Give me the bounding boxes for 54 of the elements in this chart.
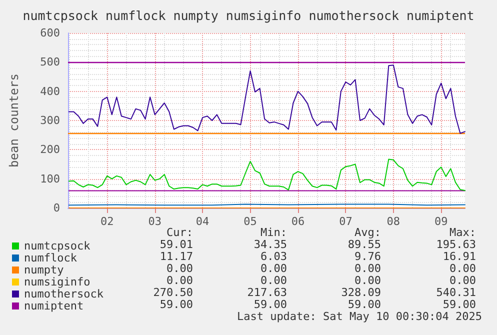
y-tick-label: 400 bbox=[40, 84, 60, 98]
text: 0.00 bbox=[450, 274, 476, 287]
y-axis-title: bean counters bbox=[7, 74, 21, 168]
text: 16.91 bbox=[442, 250, 476, 263]
text: 59.01 bbox=[160, 238, 193, 251]
y-tick-label: 100 bbox=[40, 172, 60, 186]
x-tick-label: 07 bbox=[339, 215, 352, 228]
text: 0.00 bbox=[354, 262, 381, 275]
text: Cur: bbox=[166, 226, 193, 239]
y-tick-label: 200 bbox=[40, 143, 60, 156]
line-series bbox=[68, 64, 466, 134]
text: 59.00 bbox=[160, 298, 193, 311]
text: 0.00 bbox=[260, 274, 287, 287]
text: Last update: Sat May 10 00:30:04 2025 bbox=[236, 310, 482, 323]
text: 0.00 bbox=[166, 262, 193, 275]
text: 59.00 bbox=[442, 298, 476, 311]
legend-label: numiptent bbox=[24, 300, 84, 312]
x-tick-label: 02 bbox=[100, 215, 114, 228]
text: 0.00 bbox=[260, 262, 287, 275]
x-tick-label: 03 bbox=[148, 215, 162, 228]
legend-label: numsiginfo bbox=[24, 276, 90, 288]
text: 6.03 bbox=[260, 250, 287, 263]
legend-label: numflock bbox=[24, 252, 78, 264]
legend-label: numpty bbox=[24, 264, 64, 276]
text: 0.00 bbox=[166, 274, 193, 287]
x-tick-label: 08 bbox=[386, 215, 400, 228]
text: 9.76 bbox=[354, 250, 381, 263]
y-tick-label: 500 bbox=[40, 56, 60, 69]
legend-label: numtcpsock bbox=[24, 240, 91, 252]
text: Avg: bbox=[354, 226, 381, 239]
text: Min: bbox=[260, 226, 287, 239]
text: 0.00 bbox=[450, 262, 476, 275]
text: 540.31 bbox=[436, 286, 476, 299]
chart-title: numtcpsock numflock numpty numsiginfo numothersock numiptent bbox=[22, 8, 474, 23]
text: 0.00 bbox=[354, 274, 381, 287]
line-series bbox=[68, 158, 466, 191]
y-tick-label: 600 bbox=[40, 26, 60, 40]
x-tick-label: 04 bbox=[196, 215, 210, 228]
x-tick-label: 09 bbox=[434, 215, 448, 228]
text: 11.17 bbox=[160, 250, 193, 263]
text: 34.35 bbox=[254, 238, 287, 251]
x-tick-label: 06 bbox=[291, 215, 305, 228]
text: 89.55 bbox=[348, 238, 381, 251]
text: 270.50 bbox=[153, 286, 193, 299]
text: Max: bbox=[450, 226, 476, 239]
legend-label: numothersock bbox=[24, 288, 104, 300]
text: 217.63 bbox=[247, 286, 287, 299]
x-tick-label: 05 bbox=[244, 215, 257, 228]
y-tick-label: 0 bbox=[53, 202, 60, 214]
y-tick-label: 300 bbox=[40, 114, 60, 127]
text: 328.09 bbox=[341, 286, 381, 299]
text: 59.00 bbox=[254, 298, 287, 311]
text: 195.63 bbox=[436, 238, 476, 251]
text: 59.00 bbox=[348, 298, 381, 311]
